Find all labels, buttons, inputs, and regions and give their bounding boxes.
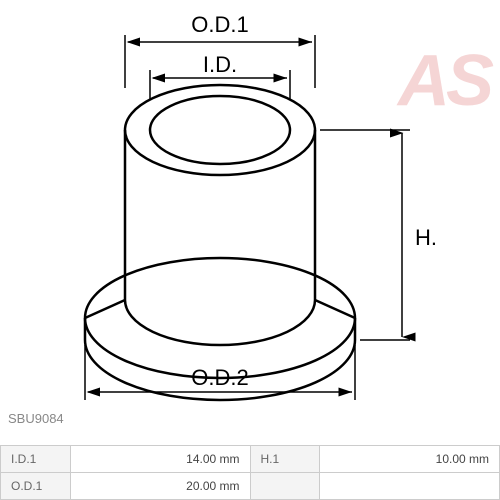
spec-label: I.D.1 [1,446,71,473]
spec-value: 20.00 mm [70,473,250,500]
spec-value [320,473,500,500]
table-row: O.D.1 20.00 mm [1,473,500,500]
spec-value: 10.00 mm [320,446,500,473]
spec-value: 14.00 mm [70,446,250,473]
label-od2: O.D.2 [191,365,248,390]
label-id: I.D. [203,52,237,77]
spec-label [250,473,320,500]
spec-label: O.D.1 [1,473,71,500]
table-row: I.D.1 14.00 mm H.1 10.00 mm [1,446,500,473]
part-number: SBU9084 [8,411,64,426]
spec-table: I.D.1 14.00 mm H.1 10.00 mm O.D.1 20.00 … [0,445,500,500]
label-h: H. [415,225,437,250]
diagram-area: AS [0,0,500,430]
label-od1: O.D.1 [191,12,248,37]
bushing-drawing: O.D.1 I.D. O.D.2 H. [0,0,500,430]
spec-label: H.1 [250,446,320,473]
